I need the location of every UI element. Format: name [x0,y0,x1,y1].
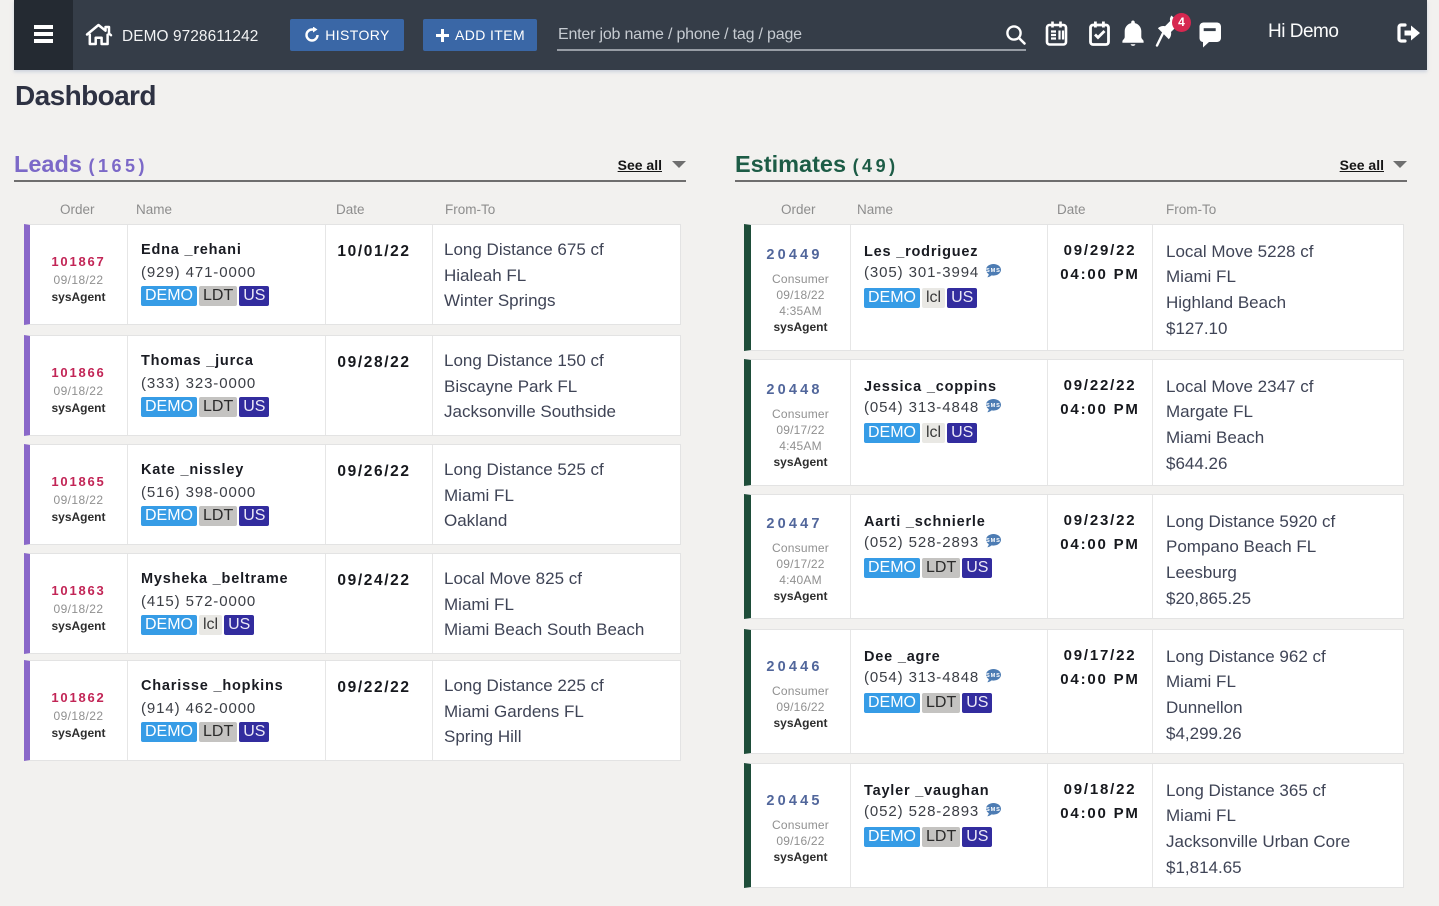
svg-text:SMS: SMS [986,403,1001,409]
svg-text:SMS: SMS [986,673,1001,679]
svg-text:SMS: SMS [986,807,1001,813]
svg-text:SMS: SMS [986,268,1001,274]
svg-text:SMS: SMS [986,538,1001,544]
